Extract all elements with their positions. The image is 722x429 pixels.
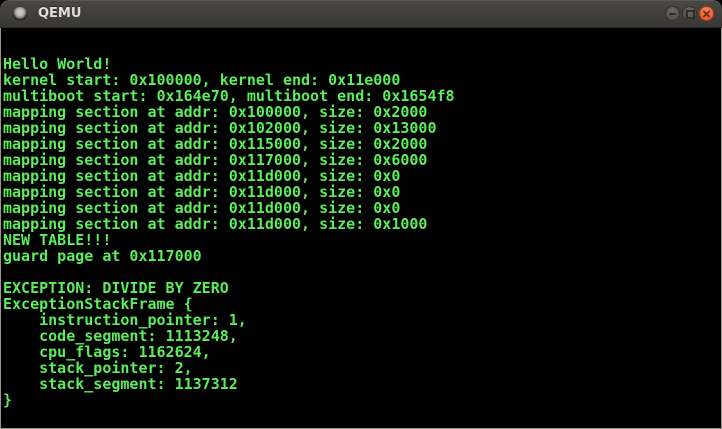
terminal-screen[interactable]: Hello World! kernel start: 0x100000, ker… <box>0 28 722 429</box>
terminal-line: mapping section at addr: 0x11d000, size:… <box>3 183 401 201</box>
close-button[interactable] <box>699 6 714 21</box>
window-title: QEMU <box>38 6 82 21</box>
maximize-icon <box>683 7 696 20</box>
terminal-line: } <box>3 391 13 409</box>
terminal-line: mapping section at addr: 0x11d000, size:… <box>3 199 401 217</box>
minimize-icon <box>666 7 679 20</box>
close-icon <box>700 7 713 20</box>
terminal-line: mapping section at addr: 0x115000, size:… <box>3 135 428 153</box>
minimize-button[interactable] <box>665 6 680 21</box>
terminal-line: NEW TABLE!!! <box>3 231 112 249</box>
terminal-line <box>3 264 721 280</box>
terminal-line: ExceptionStackFrame { <box>3 295 193 313</box>
window-controls <box>665 6 714 21</box>
qemu-app-icon <box>13 6 27 21</box>
terminal-line: stack_segment: 1137312 <box>3 375 238 393</box>
maximize-button[interactable] <box>682 6 697 21</box>
terminal-line: cpu_flags: 1162624, <box>3 343 211 361</box>
terminal-line: instruction_pointer: 1, <box>3 311 247 329</box>
terminal-line: mapping section at addr: 0x11d000, size:… <box>3 167 401 185</box>
terminal-line: mapping section at addr: 0x102000, size:… <box>3 119 437 137</box>
terminal-line: code_segment: 1113248, <box>3 327 238 345</box>
terminal-line: mapping section at addr: 0x100000, size:… <box>3 103 428 121</box>
terminal-line: mapping section at addr: 0x11d000, size:… <box>3 215 428 233</box>
terminal-line: guard page at 0x117000 <box>3 247 202 265</box>
terminal-line: multiboot start: 0x164e70, multiboot end… <box>3 87 455 105</box>
terminal-line: kernel start: 0x100000, kernel end: 0x11… <box>3 71 401 89</box>
terminal-line: stack_pointer: 2, <box>3 359 193 377</box>
terminal-line: Hello World! <box>3 55 112 73</box>
titlebar[interactable]: QEMU <box>0 0 722 28</box>
terminal-line: EXCEPTION: DIVIDE BY ZERO <box>3 279 229 297</box>
terminal-line: mapping section at addr: 0x117000, size:… <box>3 151 428 169</box>
